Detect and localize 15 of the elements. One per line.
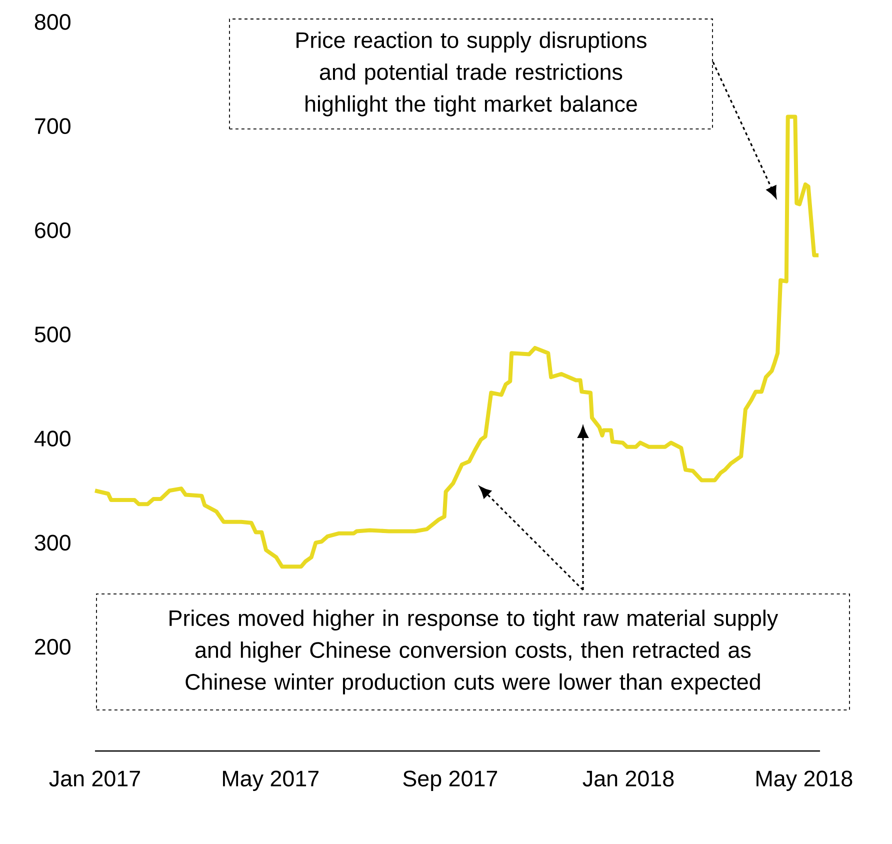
x-tick-label: May 2018 [756, 770, 852, 791]
y-tick-label: 700 [35, 118, 70, 134]
x-tick-label: Jan 2017 [49, 770, 140, 787]
y-tick-label: 800 [34, 14, 70, 30]
x-tick-label: May 2017 [223, 770, 318, 791]
y-tick-label: 200 [35, 638, 70, 655]
line-series [93, 114, 821, 569]
annotation: Price reaction to supply disruptions and potential trade restrictions highlight the tight market balance [296, 32, 646, 116]
y-tick-label: 300 [34, 534, 70, 551]
x-tick-label: Jan 2018 [582, 770, 674, 787]
x-tick-label: Sep 2017 [403, 770, 498, 791]
y-tick-label: 400 [34, 430, 70, 446]
y-tick-label: 500 [34, 326, 70, 342]
annotation: Prices moved higher in response to tight raw material supply and higher Chinese conversion costs, then retracted as Chinese winter production cuts were lower than expected [170, 610, 778, 694]
y-tick-label: 600 [35, 222, 70, 238]
